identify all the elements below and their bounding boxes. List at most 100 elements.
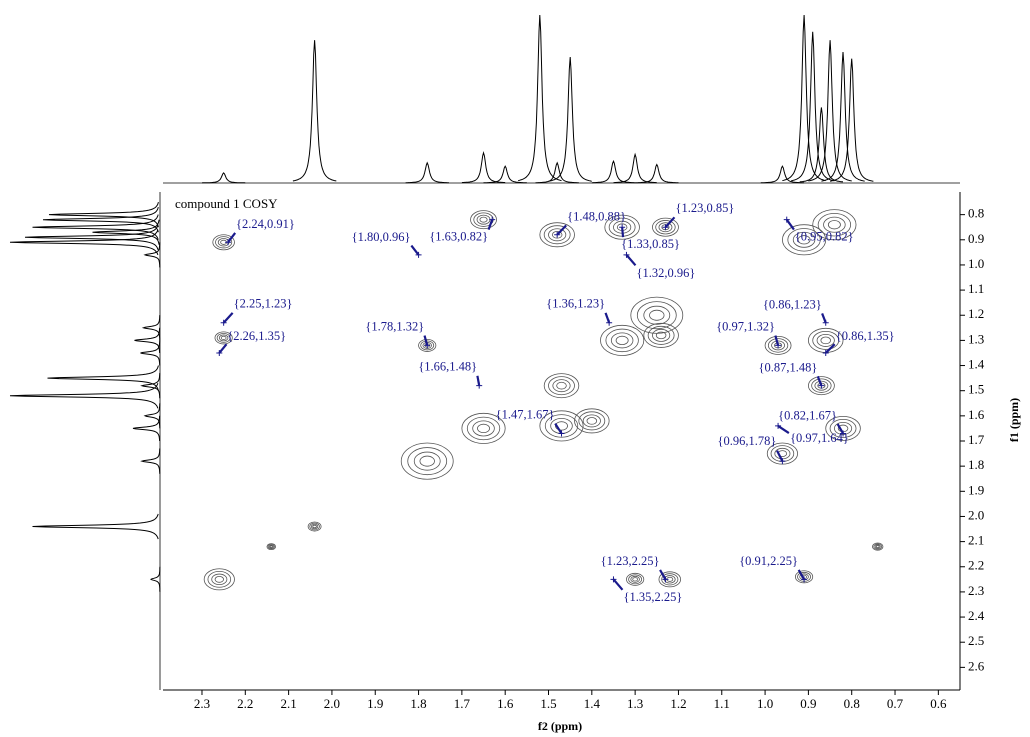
- contour: [266, 543, 277, 551]
- peak-label: {2.26,1.35}: [227, 329, 286, 343]
- contour: [419, 455, 435, 467]
- projection-peak: [591, 159, 636, 184]
- x-tick-label: 1.5: [540, 696, 556, 711]
- contour: [873, 543, 882, 550]
- x-tick-label: 1.7: [454, 696, 471, 711]
- contour: [269, 545, 273, 548]
- projection-peak: [92, 219, 160, 245]
- y-tick-label: 1.5: [968, 382, 984, 397]
- contour: [792, 231, 816, 248]
- contour: [479, 216, 488, 223]
- x-tick-label: 2.3: [194, 696, 210, 711]
- contour: [807, 376, 835, 396]
- peak-marker: [220, 319, 227, 326]
- peak-pointer: [625, 254, 637, 267]
- contour: [774, 447, 791, 460]
- contour: [643, 305, 671, 325]
- contour: [582, 414, 601, 428]
- projection-peak: [461, 150, 506, 184]
- contour: [811, 378, 832, 393]
- x-tick-label: 1.9: [367, 696, 383, 711]
- peak-label: {0.95,0.82}: [795, 230, 854, 244]
- y-tick-label: 2.2: [968, 558, 984, 573]
- contour: [787, 228, 821, 252]
- contour: [470, 210, 497, 230]
- contour: [310, 523, 319, 530]
- contour: [539, 410, 584, 442]
- x-tick-label: 2.0: [324, 696, 340, 711]
- peak-marker: [476, 382, 483, 389]
- projection-peak: [782, 14, 826, 182]
- peak-pointer: [659, 569, 667, 580]
- contour: [307, 521, 322, 532]
- contour: [829, 418, 857, 438]
- x-tick-label: 1.8: [410, 696, 426, 711]
- contour: [782, 224, 827, 256]
- contour: [586, 417, 598, 425]
- projection-peak: [535, 161, 579, 184]
- contour: [214, 331, 233, 345]
- projection-peak: [483, 165, 527, 184]
- peak-label: {1.36,1.23}: [546, 297, 605, 311]
- x-tick-label: 1.6: [497, 696, 514, 711]
- x-tick-label: 2.2: [237, 696, 253, 711]
- projection-peak: [140, 340, 161, 366]
- peak-label: {0.96,1.78}: [718, 434, 777, 448]
- contour: [472, 420, 495, 437]
- contour: [872, 542, 884, 551]
- peak-label: {1.35,2.25}: [623, 590, 682, 604]
- peak-label: {1.32,0.96}: [636, 266, 695, 280]
- peak-marker: [424, 342, 431, 349]
- peak-marker: [224, 239, 231, 246]
- contour: [814, 380, 829, 391]
- contour: [477, 423, 490, 434]
- contour: [636, 301, 677, 330]
- peak-label: {0.86,1.23}: [763, 298, 822, 312]
- x-axis-title: f2 (ppm): [538, 719, 582, 733]
- contour: [615, 335, 629, 346]
- contour: [309, 522, 320, 531]
- peak-pointer: [821, 313, 827, 324]
- contour: [212, 234, 235, 251]
- peak-pointer: [776, 450, 784, 462]
- projection-peak: [405, 161, 449, 184]
- peak-marker: [623, 251, 630, 258]
- contour: [816, 333, 835, 347]
- peak-marker: [606, 319, 613, 326]
- contour: [643, 322, 679, 348]
- x-tick-label: 1.2: [670, 696, 686, 711]
- peak-label: {1.48,0.88}: [567, 210, 626, 224]
- contour: [600, 324, 645, 356]
- x-tick-label: 0.7: [887, 696, 904, 711]
- peak-marker: [822, 319, 829, 326]
- contour: [658, 222, 673, 233]
- projection-peak: [47, 365, 159, 391]
- peak-marker: [558, 430, 565, 437]
- contour: [461, 412, 506, 444]
- projection-peak: [149, 566, 161, 592]
- peak-marker: [662, 224, 669, 231]
- peak-label: {1.78,1.32}: [365, 319, 424, 333]
- y-tick-label: 2.4: [968, 608, 985, 623]
- projection-peak: [613, 152, 657, 184]
- peak-marker: [779, 458, 786, 465]
- contour: [215, 236, 233, 249]
- y-tick-label: 2.3: [968, 583, 984, 598]
- contour: [628, 574, 643, 585]
- x-tick-label: 1.1: [714, 696, 730, 711]
- peak-label: {2.25,1.23}: [234, 297, 293, 311]
- projection-peak: [140, 448, 161, 474]
- x-tick-label: 0.8: [844, 696, 860, 711]
- y-tick-label: 1.9: [968, 482, 984, 497]
- contour: [812, 209, 857, 241]
- y-tick-label: 2.0: [968, 507, 984, 522]
- y-tick-label: 1.2: [968, 306, 984, 321]
- chart-title: compound 1 COSY: [175, 196, 278, 211]
- contour: [407, 447, 448, 476]
- projection-peak: [292, 40, 337, 182]
- y-tick-label: 0.8: [968, 206, 984, 221]
- y-tick-label: 1.7: [968, 432, 985, 447]
- peak-label: {0.97,1.32}: [716, 319, 775, 333]
- y-tick-label: 2.1: [968, 533, 984, 548]
- contour: [626, 572, 645, 586]
